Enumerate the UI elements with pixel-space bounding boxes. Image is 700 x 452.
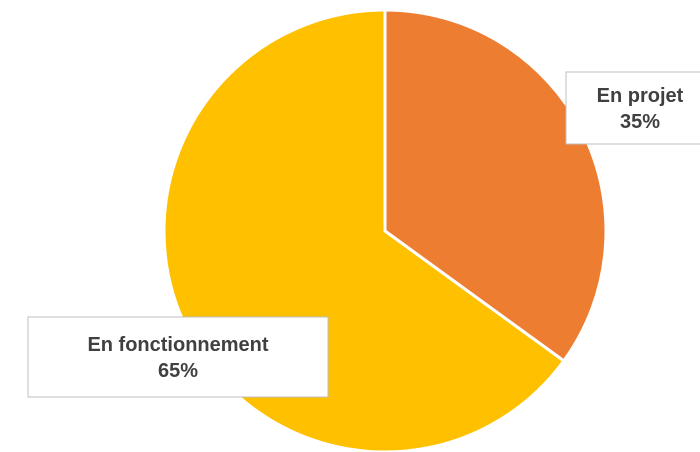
data-label-category: En projet	[597, 85, 684, 107]
data-label-en-projet: En projet 35%	[566, 72, 700, 144]
data-label-box	[28, 317, 328, 397]
data-label-category: En fonctionnement	[87, 334, 268, 356]
data-label-en-fonctionnement: En fonctionnement 65%	[28, 317, 328, 397]
data-label-box	[566, 72, 700, 144]
data-label-percent: 35%	[620, 111, 660, 133]
data-label-percent: 65%	[158, 360, 198, 382]
